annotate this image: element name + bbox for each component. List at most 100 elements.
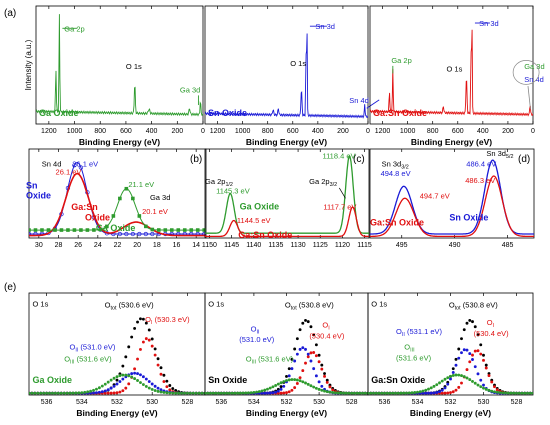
- marker-oi: [471, 353, 474, 357]
- marker-oi: [103, 391, 107, 395]
- marker-oi: [127, 382, 131, 386]
- marker-oiii: [42, 391, 46, 395]
- marker-oiii: [446, 376, 450, 380]
- marker-otot: [290, 357, 294, 361]
- marker-oiii: [238, 391, 242, 395]
- marker-oii: [429, 391, 433, 395]
- marker-oiii: [236, 391, 240, 395]
- annotation: O 1s: [33, 300, 49, 309]
- marker-oiii: [263, 388, 267, 392]
- annotation: 1117.7 eV: [323, 202, 356, 211]
- series-group: [29, 161, 206, 237]
- marker-oiii: [268, 386, 272, 390]
- marker-oii: [97, 390, 101, 394]
- marker-oiii: [498, 391, 502, 395]
- marker-oiii: [312, 385, 316, 389]
- marker-otot: [473, 325, 477, 329]
- marker-oiii: [342, 391, 345, 395]
- annotation: 486.4 eV: [466, 159, 496, 168]
- x-tick-label: 1145: [224, 242, 239, 249]
- marker-oii: [136, 372, 139, 376]
- x-tick-label: 200: [502, 128, 514, 135]
- annotation: O 1s: [208, 300, 224, 309]
- annotation: 26.1 eV: [72, 159, 98, 168]
- x-tick-label: 20: [133, 242, 141, 249]
- marker-oiii: [225, 391, 229, 395]
- marker-oiii: [139, 381, 142, 384]
- x-tick-label: 495: [396, 242, 408, 249]
- marker-oiii: [171, 391, 175, 395]
- marker-oii: [454, 363, 458, 367]
- x-tick-label: 1125: [313, 242, 328, 249]
- marker-oii: [282, 384, 286, 388]
- marker-otot: [153, 347, 157, 351]
- marker-ga-oxide: [53, 228, 57, 232]
- marker-oiii: [230, 391, 234, 395]
- marker-oi: [476, 349, 480, 353]
- marker-oiii: [197, 391, 201, 395]
- marker-oi: [331, 388, 335, 392]
- x-tick-label: 22: [114, 242, 122, 249]
- marker-oiii: [29, 391, 31, 395]
- annotation-arrow: [527, 86, 531, 110]
- annotation: O 1s: [371, 300, 387, 309]
- plot-frame: [35, 5, 204, 125]
- marker-oiii: [45, 391, 49, 395]
- x-tick-label: 534: [76, 399, 88, 406]
- marker-oiii: [276, 382, 280, 386]
- marker-oiii: [421, 389, 425, 393]
- marker-oi: [115, 391, 119, 395]
- marker-otot: [162, 373, 166, 377]
- marker-otot: [320, 363, 324, 367]
- annotation: Ga 3d: [150, 193, 170, 202]
- marker-otot: [141, 317, 145, 321]
- x-tick-label: 800: [262, 128, 274, 135]
- marker-oii: [312, 367, 316, 371]
- marker-oii: [121, 377, 125, 381]
- marker-otot: [130, 335, 134, 339]
- series-group: [29, 317, 205, 395]
- marker-oiii: [56, 391, 60, 395]
- marker-oiii: [333, 391, 337, 395]
- marker-otot: [306, 320, 310, 324]
- marker-oiii: [385, 391, 389, 395]
- x-tick-label: 1000: [400, 128, 416, 135]
- marker-oi: [293, 386, 297, 390]
- marker-oiii: [399, 391, 403, 395]
- marker-oiii: [282, 380, 286, 383]
- marker-oii: [443, 386, 447, 390]
- marker-oi: [282, 391, 286, 395]
- marker-otot: [144, 321, 148, 325]
- marker-otot: [325, 378, 329, 382]
- marker-otot: [479, 343, 483, 347]
- sample-label: Sn Oxide: [208, 108, 247, 118]
- marker-ga-oxide: [111, 214, 116, 218]
- marker-oiii: [443, 377, 447, 381]
- marker-oiii: [440, 379, 444, 383]
- marker-oiii: [39, 391, 43, 395]
- panel-e3: 536 534 532 530 528 Binding Energy (eV) O 1s Ot…: [367, 292, 534, 418]
- panel-a2: 1200 1000 800 600 400 200 0 Binding Energy (eV)…: [204, 5, 380, 147]
- plot-frame: [204, 5, 369, 125]
- marker-otot: [171, 387, 175, 390]
- x-tick-label: 1140: [246, 242, 261, 249]
- marker-oii: [268, 391, 272, 395]
- marker-oiii: [361, 391, 365, 395]
- x-tick-label: 24: [94, 242, 102, 249]
- marker-oii: [309, 359, 313, 363]
- marker-oiii: [153, 389, 157, 392]
- marker-oi: [312, 351, 316, 354]
- marker-oi: [454, 388, 458, 392]
- panel-label: (e): [4, 282, 16, 293]
- marker-oiii: [241, 391, 245, 395]
- marker-oi: [141, 340, 145, 344]
- sample-label: Ga Oxide: [39, 108, 79, 118]
- series-group: [370, 159, 534, 238]
- marker-oiii: [95, 387, 98, 391]
- marker-oiii: [320, 388, 324, 392]
- marker-sn-oxide: [130, 231, 135, 237]
- marker-oi: [290, 388, 294, 392]
- series-line-ga-sn-oxide: [370, 175, 534, 238]
- survey-spectrum-a3: [370, 29, 533, 117]
